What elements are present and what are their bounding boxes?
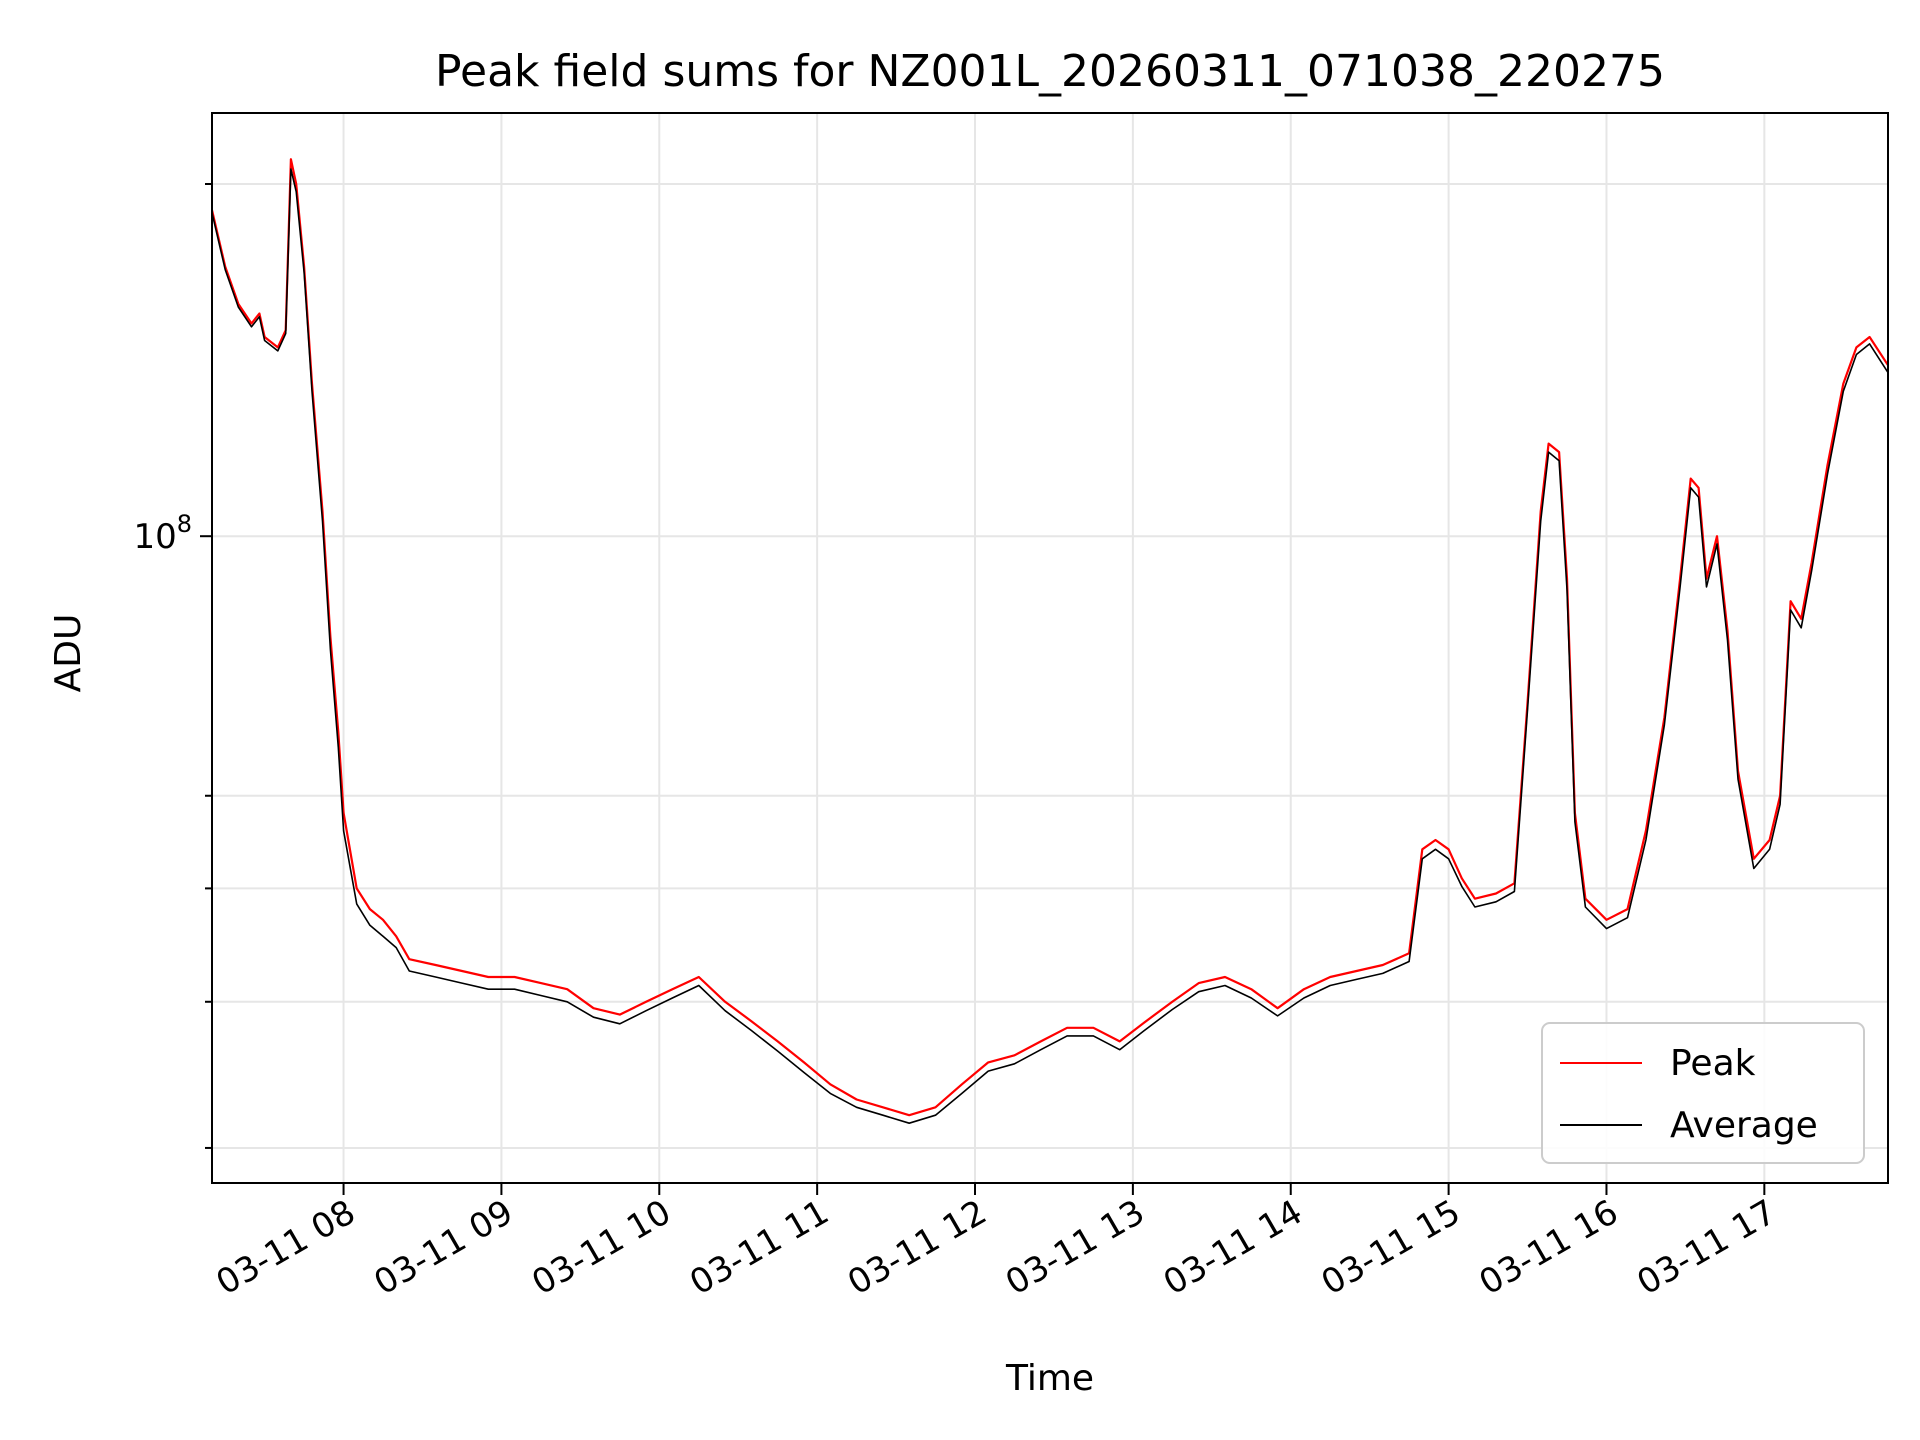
series-line-peak xyxy=(210,158,1889,1117)
y-axis-label: ADU xyxy=(48,614,89,693)
plot-frame xyxy=(211,112,1889,1184)
legend-label-average: Average xyxy=(1670,1105,1818,1146)
grid xyxy=(212,113,1888,1183)
legend: Peak Average xyxy=(1541,1022,1865,1164)
plot-area xyxy=(210,158,1889,1124)
legend-label-peak: Peak xyxy=(1670,1043,1756,1084)
chart-title: Peak field sums for NZ001L_20260311_0710… xyxy=(435,46,1665,97)
y-tick-label: 108 xyxy=(133,510,192,557)
series-line-average xyxy=(211,168,1889,1124)
legend-box xyxy=(1541,1022,1865,1164)
x-axis-label: Time xyxy=(1005,1358,1094,1399)
